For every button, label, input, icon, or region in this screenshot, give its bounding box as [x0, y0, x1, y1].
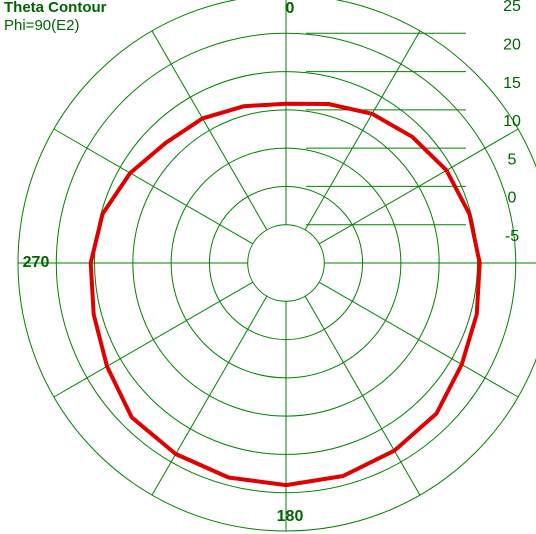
chart-subtitle: Phi=90(E2) — [4, 17, 79, 34]
theta-tick-label: 180 — [277, 508, 304, 525]
r-tick-label: 15 — [503, 75, 521, 92]
theta-tick-label: 0 — [286, 0, 295, 17]
grid-ring — [17, 0, 536, 532]
polar-grid — [17, 0, 536, 532]
r-tick-label: 0 — [508, 190, 517, 207]
grid-spoke — [304, 295, 421, 496]
chart-title: Theta Contour — [4, 0, 107, 16]
data-layer — [88, 101, 482, 488]
grid-spoke — [53, 281, 254, 398]
r-tick-label: 25 — [503, 0, 521, 15]
r-tick-label: 5 — [508, 151, 517, 168]
grid-ring — [247, 224, 325, 302]
pattern-line — [88, 101, 482, 488]
r-tick-label: 20 — [503, 37, 521, 54]
r-tick-label: 10 — [503, 113, 521, 130]
r-tick-label: -5 — [505, 228, 519, 245]
theta-tick-label: 270 — [23, 254, 50, 271]
grid-spoke — [151, 295, 268, 496]
grid-spoke — [53, 128, 254, 245]
grid-spoke — [304, 30, 421, 231]
grid-spoke — [318, 281, 519, 398]
grid-spoke — [151, 30, 268, 231]
